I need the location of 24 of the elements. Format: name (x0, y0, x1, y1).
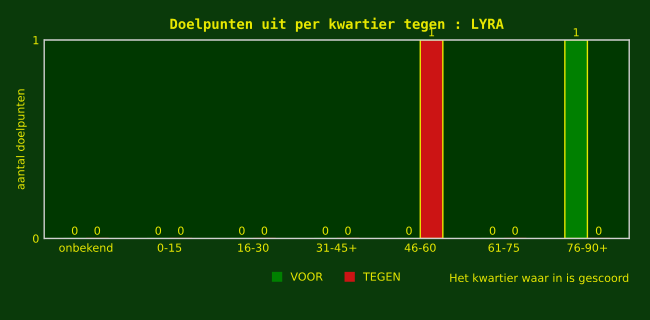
data-label: 0 (239, 226, 245, 235)
x-axis-title: Het kwartier waar in is gescoord (450, 273, 628, 284)
data-label: 1 (574, 28, 579, 36)
data-label: 0 (178, 226, 184, 235)
data-label: 0 (322, 226, 328, 235)
y-axis-title: aantal doelpunten (16, 89, 27, 190)
data-label: 0 (72, 226, 78, 235)
x-tick-label: 31-45+ (316, 243, 356, 252)
data-label: 0 (155, 226, 162, 235)
data-label: 0 (490, 226, 496, 235)
x-tick-label: 0-15 (158, 243, 182, 252)
x-tick-label: onbekend (59, 243, 112, 252)
data-label: 0 (262, 226, 268, 235)
data-label: 0 (406, 226, 412, 235)
legend-label: TEGEN (362, 272, 400, 281)
x-tick-label: 61-75 (488, 243, 520, 252)
x-tick-label: 76-90+ (568, 243, 608, 252)
data-label: 0 (596, 226, 602, 235)
data-label: 0 (345, 226, 351, 235)
x-tick-label: 46-60 (404, 243, 436, 252)
data-label: 0 (94, 226, 100, 235)
data-label: 0 (512, 226, 518, 235)
legend-label: VOOR (290, 272, 323, 281)
x-tick-label: 16-30 (238, 243, 269, 252)
